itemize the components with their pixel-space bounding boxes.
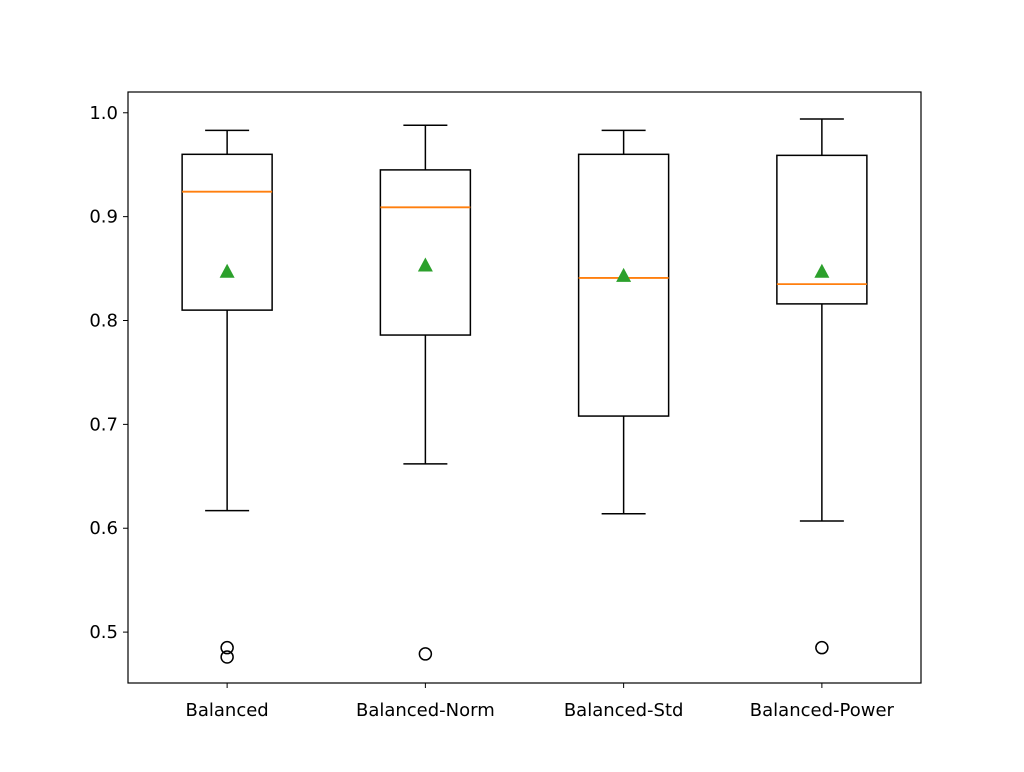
- y-tick-label: 1.0: [89, 103, 118, 124]
- x-axis: Balanced Balanced-Norm Balanced-Std Balance…: [186, 683, 895, 721]
- y-tick-label: 0.9: [89, 207, 118, 228]
- y-axis: 0.5 0.6 0.7 0.8 0.9 1.0: [89, 103, 128, 643]
- x-tick-label: Balanced-Power: [750, 700, 895, 721]
- x-tick-label: Balanced-Std: [564, 700, 684, 721]
- box-2: [379, 124, 472, 661]
- outlier-point: [220, 640, 234, 655]
- plot-area: [127, 91, 922, 684]
- boxes: [181, 118, 868, 664]
- x-tick-label: Balanced-Norm: [356, 700, 495, 721]
- outlier-point: [815, 640, 829, 655]
- mean-marker: [219, 263, 235, 278]
- y-tick-label: 0.6: [89, 518, 118, 539]
- mean-marker: [616, 267, 632, 282]
- mean-marker: [814, 263, 830, 278]
- box-3: [577, 129, 670, 515]
- x-tick-label: Balanced: [186, 700, 269, 721]
- y-tick-label: 0.7: [89, 414, 118, 435]
- y-tick-label: 0.5: [89, 622, 118, 643]
- box-4: [776, 118, 868, 655]
- box-1: [181, 129, 273, 664]
- mean-marker: [417, 257, 433, 272]
- outlier-point: [418, 647, 433, 661]
- outlier-point: [220, 650, 234, 664]
- y-tick-label: 0.8: [89, 311, 118, 332]
